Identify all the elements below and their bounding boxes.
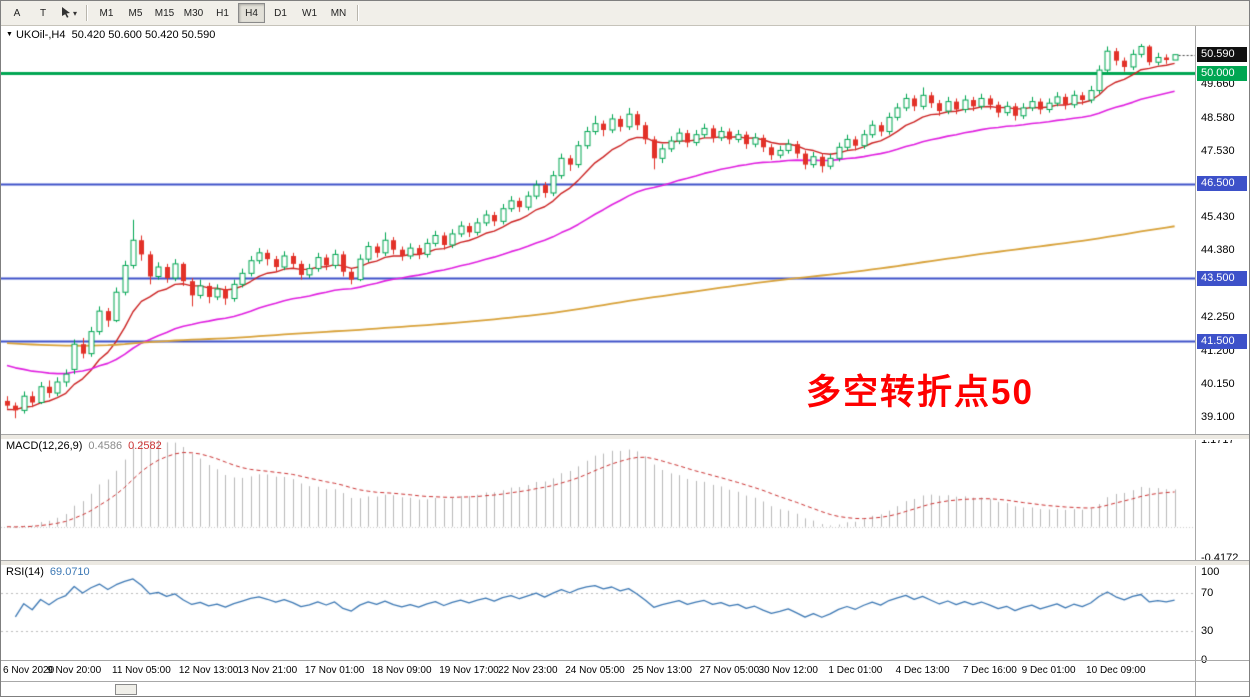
tf-button-M1[interactable]: M1 xyxy=(99,7,114,19)
rsi-value: 69.0710 xyxy=(49,566,90,578)
toolbar-button-text-t[interactable]: T xyxy=(39,7,47,19)
tf-button-H1[interactable]: H1 xyxy=(216,7,229,19)
caret-down-icon: ▾ xyxy=(72,8,77,18)
rsi-panel: RSI(14) 69.0710 xyxy=(1,564,1195,660)
time-label: 10 Dec 09:00 xyxy=(1086,665,1146,676)
hline-price-badge: 43.500 xyxy=(1197,270,1247,286)
rsi-axis-tick: 70 xyxy=(1201,586,1214,599)
main-chart-canvas[interactable] xyxy=(1,26,1195,434)
chart-header: ▼ UKOil-,H4 50.420 50.600 50.420 50.590 xyxy=(6,29,215,41)
time-label: 7 Dec 16:00 xyxy=(962,665,1017,676)
collapse-triangle-icon[interactable]: ▼ xyxy=(6,31,13,38)
toolbar-separator xyxy=(357,5,359,21)
time-axis[interactable]: 6 Nov 2020 9 Nov 20:00 11 Nov 05:00 12 Nov … xyxy=(1,660,1195,681)
rsi-axis-tick: 100 xyxy=(1201,566,1220,578)
time-label: 1 Dec 01:00 xyxy=(828,665,883,676)
tf-button-MN[interactable]: MN xyxy=(330,7,347,19)
tf-button-M15[interactable]: M15 xyxy=(154,7,175,19)
tf-button-M5[interactable]: M5 xyxy=(128,7,143,19)
tf-button-M30[interactable]: M30 xyxy=(183,7,204,19)
time-label: 18 Nov 09:00 xyxy=(372,665,432,676)
price-tick: 49.660 xyxy=(1201,77,1235,90)
time-label: 6 Nov 2020 xyxy=(3,665,55,676)
pointer-tool-dropdown[interactable]: ▾ xyxy=(57,3,81,23)
macd-signal-value: 0.2582 xyxy=(128,440,162,452)
rsi-axis-tick: 30 xyxy=(1201,625,1214,638)
time-label: 30 Nov 12:00 xyxy=(758,665,818,676)
plots-column: ▼ UKOil-,H4 50.420 50.600 50.420 50.590 多… xyxy=(1,26,1195,696)
macd-label: MACD(12,26,9) 0.4586 0.2582 xyxy=(6,440,162,452)
time-label: 19 Nov 17:00 xyxy=(439,665,499,676)
chart-body: ▼ UKOil-,H4 50.420 50.600 50.420 50.590 多… xyxy=(1,26,1249,696)
current-price-badge: 50.590 xyxy=(1197,47,1247,63)
price-tick: 48.580 xyxy=(1201,111,1235,124)
price-tick: 45.430 xyxy=(1201,211,1235,224)
rsi-canvas[interactable] xyxy=(1,564,1195,660)
price-tick: 47.530 xyxy=(1201,145,1235,158)
panel-separator[interactable] xyxy=(1,434,1249,440)
hline-price-badge: 50.000 xyxy=(1197,65,1247,81)
pointer-icon xyxy=(61,6,71,21)
time-label: 24 Nov 05:00 xyxy=(565,665,625,676)
rsi-label: RSI(14) 69.0710 xyxy=(6,566,90,578)
bottom-divider xyxy=(1,681,1249,682)
scrollbar-thumb[interactable] xyxy=(115,684,137,695)
time-label: 9 Nov 20:00 xyxy=(47,665,102,676)
main-chart-panel: ▼ UKOil-,H4 50.420 50.600 50.420 50.590 多… xyxy=(1,26,1195,434)
bottom-strip xyxy=(1,681,1195,696)
time-label: 17 Nov 01:00 xyxy=(304,665,365,676)
macd-canvas[interactable] xyxy=(1,438,1195,560)
tf-button-W1[interactable]: W1 xyxy=(302,7,317,19)
time-label: 22 Nov 23:00 xyxy=(498,665,558,676)
time-label: 13 Nov 21:00 xyxy=(237,665,298,676)
hline-price-badge: 41.500 xyxy=(1197,333,1247,349)
price-tick: 44.380 xyxy=(1201,244,1235,257)
price-tick: 39.100 xyxy=(1201,410,1235,423)
time-label: 12 Nov 13:00 xyxy=(178,665,239,676)
toolbar: A T ▾ M1 M5 M15 M30 H1 H4 D1 W1 MN xyxy=(1,1,1249,26)
ohlc-values: 50.420 50.600 50.420 50.590 xyxy=(71,29,216,41)
price-tick: 40.150 xyxy=(1201,377,1235,390)
toolbar-separator xyxy=(86,5,88,21)
tf-button-H4[interactable]: H4 xyxy=(238,3,265,23)
time-label: 11 Nov 05:00 xyxy=(112,665,171,676)
tf-button-D1[interactable]: D1 xyxy=(274,7,287,19)
price-tick: 42.250 xyxy=(1201,311,1235,324)
time-label: 25 Nov 13:00 xyxy=(632,665,692,676)
panel-separator[interactable] xyxy=(1,560,1249,566)
toolbar-button-arrow-a[interactable]: A xyxy=(13,7,21,19)
symbol-timeframe-label: UKOil-,H4 xyxy=(15,29,66,41)
time-label: 27 Nov 05:00 xyxy=(699,665,760,676)
macd-panel: MACD(12,26,9) 0.4586 0.2582 xyxy=(1,438,1195,560)
price-axis[interactable]: 49.660 48.580 47.530 45.430 44.380 42.250 41.2… xyxy=(1195,26,1248,696)
time-axis-divider xyxy=(1,660,1249,661)
hline-price-badge: 46.500 xyxy=(1197,176,1247,192)
time-label: 4 Dec 13:00 xyxy=(895,665,950,676)
time-label: 9 Dec 01:00 xyxy=(1021,665,1076,676)
chart-annotation-text[interactable]: 多空转折点50 xyxy=(806,373,1034,412)
macd-main-value: 0.4586 xyxy=(88,440,123,452)
